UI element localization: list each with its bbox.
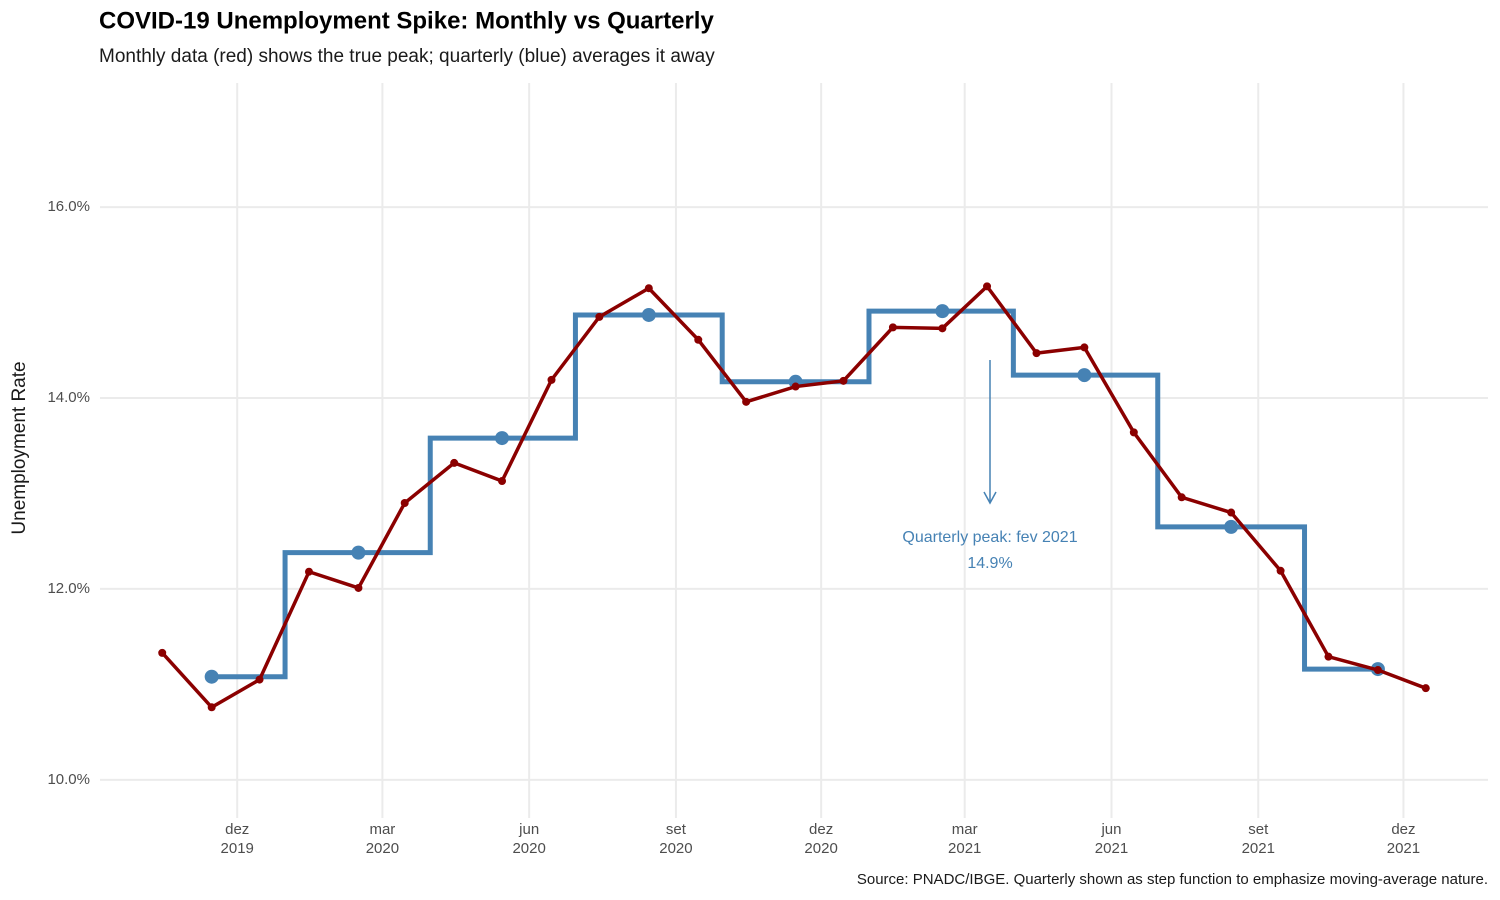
annotation-arrowhead [983, 491, 997, 505]
y-tick-label: 16.0% [47, 198, 90, 215]
x-tick-label: set 2021 [1242, 821, 1275, 857]
data-point [354, 583, 363, 592]
x-tick-label: dez 2021 [1387, 821, 1420, 857]
data-point [595, 312, 604, 321]
data-point [983, 282, 992, 291]
x-tick-label: mar 2020 [366, 821, 399, 857]
data-point [1324, 652, 1333, 661]
data-point [495, 431, 510, 446]
x-tick-label: jun 2020 [512, 821, 545, 857]
data-point [1373, 666, 1382, 675]
x-tick-label: dez 2019 [221, 821, 254, 857]
data-point [694, 335, 703, 344]
data-point [498, 477, 507, 486]
annotation-text: Quarterly peak: fev 2021 [902, 529, 1077, 546]
data-point [1129, 428, 1138, 437]
data-point [255, 675, 264, 684]
grid [100, 83, 1488, 818]
data-point [158, 648, 167, 657]
data-point [644, 284, 653, 293]
data-point [1077, 368, 1092, 383]
data-point [204, 669, 219, 684]
series-line [160, 283, 1427, 710]
y-tick-label: 12.0% [47, 580, 90, 597]
y-tick-label: 10.0% [47, 771, 90, 788]
x-tick-label: jun 2021 [1095, 821, 1128, 857]
data-point [1080, 343, 1089, 352]
data-point [351, 545, 366, 560]
data-point [935, 304, 950, 319]
y-tick-label: 14.0% [47, 389, 90, 406]
y-axis-label: Unemployment Rate [9, 361, 30, 534]
chart-subtitle: Monthly data (red) shows the true peak; … [99, 46, 715, 67]
series-line [211, 308, 1378, 680]
data-point [1032, 349, 1041, 358]
data-point [742, 397, 751, 406]
x-tick-label: mar 2021 [948, 821, 981, 857]
data-point [1421, 684, 1430, 693]
data-point [888, 323, 897, 332]
data-point [1177, 493, 1186, 502]
data-point [400, 499, 409, 507]
data-point [547, 375, 556, 384]
data-point [1227, 508, 1236, 517]
data-point [304, 567, 313, 576]
caption: Source: PNADC/IBGE. Quarterly shown as s… [857, 871, 1488, 888]
data-point [450, 458, 459, 467]
x-tick-label: dez 2020 [804, 821, 837, 857]
data-point [839, 376, 848, 385]
data-point [1224, 519, 1239, 534]
data-point [641, 307, 656, 322]
x-tick-label: set 2020 [659, 821, 692, 857]
data-point [938, 324, 947, 333]
data-point [207, 703, 216, 712]
data-point [1276, 566, 1285, 575]
data-point [791, 382, 800, 391]
annotation-text: 14.9% [967, 555, 1012, 572]
chart-title: COVID-19 Unemployment Spike: Monthly vs … [99, 7, 714, 34]
